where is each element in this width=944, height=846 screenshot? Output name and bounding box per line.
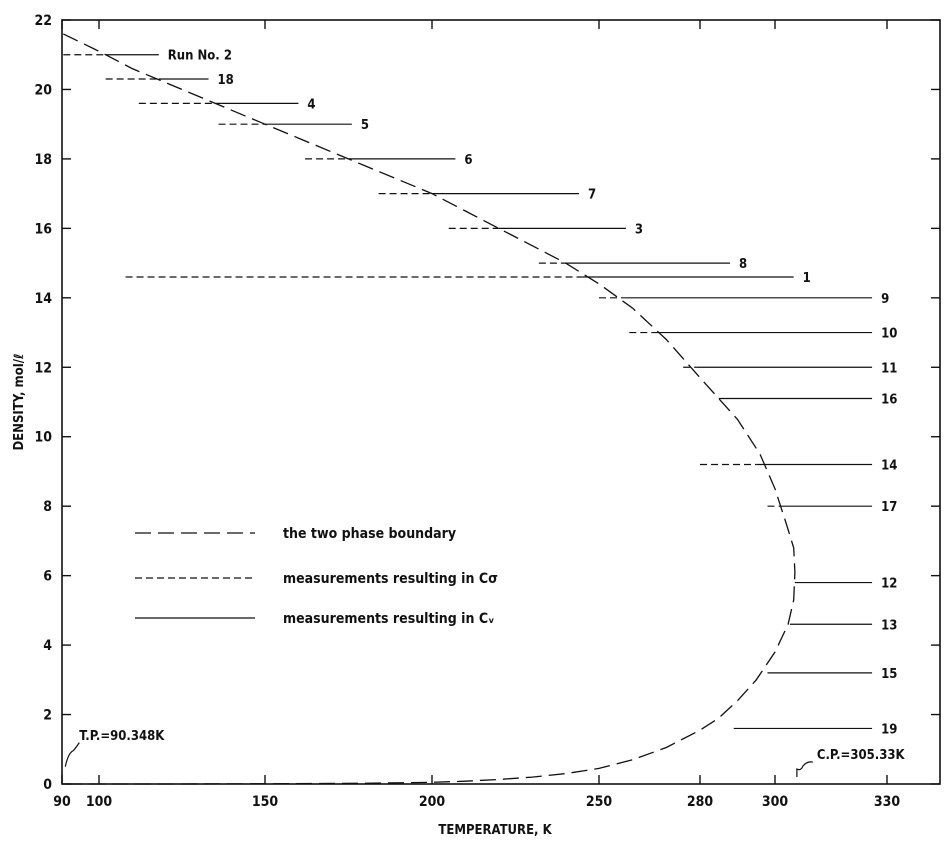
- run-segment: 1: [125, 271, 811, 286]
- run-segment: 4: [138, 97, 316, 112]
- y-tick-label: 2: [43, 708, 52, 724]
- run-segment: 5: [218, 118, 369, 133]
- x-tick-label: 200: [419, 794, 446, 810]
- critical-point-label: C.P.=305.33K: [817, 748, 906, 763]
- run-label: 19: [881, 722, 897, 737]
- run-segment: 6: [305, 153, 473, 168]
- y-axis-title: DENSITY, mol/ℓ: [12, 353, 27, 450]
- boundary-layer: [63, 33, 796, 785]
- y-tick-label: 10: [34, 430, 52, 446]
- run-label: 4: [307, 97, 315, 112]
- x-tick-label: 300: [762, 794, 789, 810]
- legend-item: measurements resulting in Cᵥ: [135, 611, 494, 627]
- run-segment: 11: [683, 361, 897, 376]
- legend-label: the two phase boundary: [283, 526, 456, 542]
- run-segment: 7: [378, 188, 596, 203]
- legend-label: measurements resulting in Cσ: [283, 571, 498, 587]
- y-tick-label: 4: [43, 638, 52, 654]
- run-label: 8: [739, 257, 747, 272]
- run-label: 17: [881, 500, 897, 515]
- run-segment: 8: [538, 257, 747, 272]
- run-label: 16: [881, 393, 897, 408]
- legend-item: the two phase boundary: [135, 526, 456, 542]
- run-label: 15: [881, 667, 897, 682]
- run-label: 11: [881, 361, 897, 376]
- run-label: Run No. 2: [168, 49, 232, 64]
- run-segment: 16: [718, 393, 897, 408]
- y-tick-label: 22: [34, 13, 52, 29]
- run-label: 7: [588, 188, 596, 203]
- x-tick-label: 90: [53, 794, 71, 810]
- y-tick-label: 14: [34, 291, 52, 307]
- y-tick-label: 16: [34, 221, 52, 237]
- run-label: 12: [881, 577, 897, 592]
- y-tick-label: 18: [34, 152, 52, 168]
- run-segment: 14: [700, 459, 897, 474]
- run-segment: 3: [448, 222, 643, 237]
- run-label: 9: [881, 292, 889, 307]
- x-tick-label: 100: [86, 794, 113, 810]
- run-label: 18: [218, 73, 234, 88]
- x-tick-label: 150: [252, 794, 279, 810]
- x-tick-label: 280: [687, 794, 714, 810]
- run-label: 13: [881, 618, 897, 633]
- triple-point-leader: [64, 742, 80, 767]
- run-label: 10: [881, 327, 897, 342]
- y-tick-label: 0: [43, 777, 52, 793]
- plot-frame: [61, 19, 941, 785]
- x-tick-label: 330: [874, 794, 901, 810]
- run-label: 6: [464, 153, 472, 168]
- legend-label: measurements resulting in Cᵥ: [283, 611, 494, 627]
- run-segment: 18: [105, 73, 234, 88]
- critical-point-leader: [796, 761, 813, 778]
- y-tick-label: 12: [34, 360, 52, 376]
- run-label: 5: [361, 118, 369, 133]
- run-segment: 10: [629, 327, 897, 342]
- run-label: 1: [803, 271, 811, 286]
- run-label: 3: [635, 222, 643, 237]
- run-label: 14: [881, 459, 897, 474]
- run-segment: 13: [789, 618, 897, 633]
- y-tick-label: 6: [43, 569, 52, 585]
- run-segment: 17: [767, 500, 897, 515]
- legend: the two phase boundary measurements resul…: [135, 526, 498, 627]
- two-phase-boundary-line: [63, 33, 796, 785]
- run-segment: 12: [794, 577, 897, 592]
- run-segment: 19: [733, 722, 897, 737]
- run-segment: 9: [599, 292, 889, 307]
- run-segment: Run No. 2: [63, 49, 232, 64]
- triple-point-label: T.P.=90.348K: [79, 729, 165, 744]
- annotations: T.P.=90.348K C.P.=305.33K: [64, 729, 906, 778]
- y-tick-label: 20: [34, 82, 52, 98]
- legend-item: measurements resulting in Cσ: [135, 571, 498, 587]
- x-tick-label: 250: [586, 794, 613, 810]
- y-tick-label: 8: [43, 499, 52, 515]
- x-axis-title: TEMPERATURE, K: [438, 823, 552, 838]
- run-segment: 15: [767, 667, 897, 682]
